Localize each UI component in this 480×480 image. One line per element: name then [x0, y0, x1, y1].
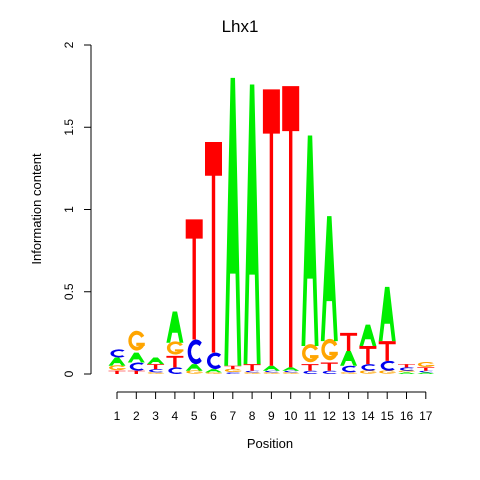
logo-letter-G-pos-3 [147, 372, 165, 374]
y-tick-label: 0.5 [62, 283, 76, 300]
logo-letter-G-pos-7 [224, 368, 242, 372]
x-tick-label: 1 [114, 409, 121, 423]
logo-letter-G-pos-16 [398, 370, 415, 373]
x-tick-label: 12 [323, 409, 337, 423]
logo-letter-A-pos-7 [224, 77, 242, 366]
logo-letter-C-pos-14 [361, 364, 376, 371]
logo-letter-A-pos-12 [320, 216, 338, 342]
logo-letter-A-pos-10 [282, 367, 300, 371]
x-tick-label: 14 [361, 409, 375, 423]
logo-letter-G-pos-12 [321, 338, 338, 361]
logo-letter-T-pos-12 [320, 362, 338, 371]
logo-letter-T-pos-17 [417, 367, 435, 371]
logo-letter-G-pos-14 [359, 370, 377, 374]
logo-letter-T-pos-4 [166, 355, 184, 368]
logo-letter-C-pos-5 [187, 339, 202, 365]
logo-letter-G-pos-1 [109, 365, 126, 371]
logo-letter-T-pos-8 [243, 364, 261, 371]
logo-letter-G-pos-11 [302, 344, 319, 363]
logo-letter-G-pos-9 [263, 372, 280, 374]
logo-letter-A-pos-2 [127, 352, 145, 363]
logo-letter-C-pos-8 [245, 370, 260, 373]
logo-letter-T-pos-16 [398, 364, 415, 368]
logo-letter-C-pos-7 [226, 372, 241, 374]
logo-letter-G-pos-2 [128, 330, 145, 351]
logo-letter-G-pos-5 [186, 370, 203, 374]
logo-letter-C-pos-6 [207, 352, 222, 370]
y-tick-label: 2 [62, 41, 76, 48]
chart-title: Lhx1 [222, 17, 259, 36]
y-tick-label: 0 [62, 370, 76, 377]
logo-letter-C-pos-15 [380, 360, 395, 371]
x-tick-label: 8 [249, 409, 256, 423]
logo-letter-T-pos-3 [147, 364, 165, 370]
logo-letter-T-pos-5 [185, 219, 203, 340]
logo-letter-A-pos-11 [301, 135, 319, 347]
x-tick-label: 2 [133, 409, 140, 423]
logo-letter-T-pos-14 [359, 346, 377, 365]
logo-letter-T-pos-10 [282, 86, 300, 368]
logo-letter-A-pos-3 [147, 357, 165, 365]
logo-letter-G-pos-13 [340, 372, 358, 374]
x-tick-label: 15 [381, 409, 395, 423]
logo-letter-T-pos-9 [262, 89, 280, 366]
logo-letter-C-pos-13 [342, 365, 357, 373]
logo-letter-A-pos-15 [378, 286, 396, 342]
y-axis: 0 0.5 1 1.5 2 Information content [29, 41, 92, 377]
logo-letter-T-pos-2 [127, 370, 145, 374]
x-tick-label: 7 [229, 409, 236, 423]
logo-letter-C-pos-10 [284, 370, 299, 373]
logo-letter-G-pos-15 [379, 370, 396, 374]
logo-letter-G-pos-8 [244, 372, 261, 374]
x-axis-ticks: 1 2 3 4 5 6 7 8 9 10 11 12 13 14 15 16 17 [114, 392, 433, 423]
logo-letter-C-pos-11 [303, 370, 318, 374]
y-tick-label: 1.5 [62, 119, 76, 136]
logo-letter-C-pos-3 [149, 369, 164, 373]
logo-letter-C-pos-2 [129, 362, 144, 371]
x-tick-label: 6 [210, 409, 217, 423]
logo-letter-T-pos-7 [224, 365, 242, 370]
logo-letter-A-pos-8 [243, 84, 261, 365]
logo-letter-A-pos-13 [340, 350, 358, 366]
logo-letter-T-pos-6 [205, 142, 222, 353]
logo-letter-C-pos-12 [322, 370, 337, 374]
logo-letter-A-pos-4 [166, 311, 184, 343]
logo-letter-G-pos-10 [282, 372, 300, 374]
logo-letter-C-pos-9 [265, 370, 279, 373]
logo-letter-A-pos-16 [398, 372, 415, 374]
x-tick-label: 4 [172, 409, 179, 423]
logo-letter-G-pos-4 [166, 341, 184, 355]
logo-letter-A-pos-17 [417, 372, 435, 374]
logo-letter-T-pos-1 [108, 370, 126, 374]
logo-letter-G-pos-17 [417, 362, 435, 367]
logo-letter-A-pos-6 [205, 369, 222, 373]
y-tick-label: 1 [62, 206, 76, 213]
x-tick-label: 16 [400, 409, 414, 423]
logo-letter-C-pos-16 [400, 367, 415, 371]
logo-letter-A-pos-1 [108, 357, 126, 366]
logo-letter-A-pos-5 [185, 364, 203, 371]
x-tick-label: 10 [284, 409, 298, 423]
logo-letter-C-pos-1 [110, 349, 125, 358]
logo-letter-T-pos-11 [301, 364, 319, 371]
y-axis-label: Information content [29, 153, 44, 265]
logo-letter-G-pos-6 [205, 372, 222, 374]
x-tick-label: 11 [304, 409, 317, 423]
logo-letter-C-pos-4 [168, 367, 183, 374]
logo-letters [108, 77, 435, 374]
y-axis-ticks: 0 0.5 1 1.5 2 [62, 41, 91, 377]
x-axis: 1 2 3 4 5 6 7 8 9 10 11 12 13 14 15 16 17 Position [114, 391, 433, 451]
x-tick-label: 3 [152, 409, 159, 423]
x-axis-label: Position [247, 436, 293, 451]
logo-letter-T-pos-13 [340, 332, 358, 351]
logo-letter-C-pos-17 [419, 370, 434, 373]
x-tick-label: 9 [268, 409, 275, 423]
logo-letter-T-pos-15 [378, 341, 396, 361]
x-tick-label: 17 [419, 409, 433, 423]
x-tick-label: 5 [191, 409, 198, 423]
logo-letter-A-pos-9 [262, 365, 280, 371]
x-tick-label: 13 [342, 409, 356, 423]
logo-letter-A-pos-14 [359, 324, 377, 347]
